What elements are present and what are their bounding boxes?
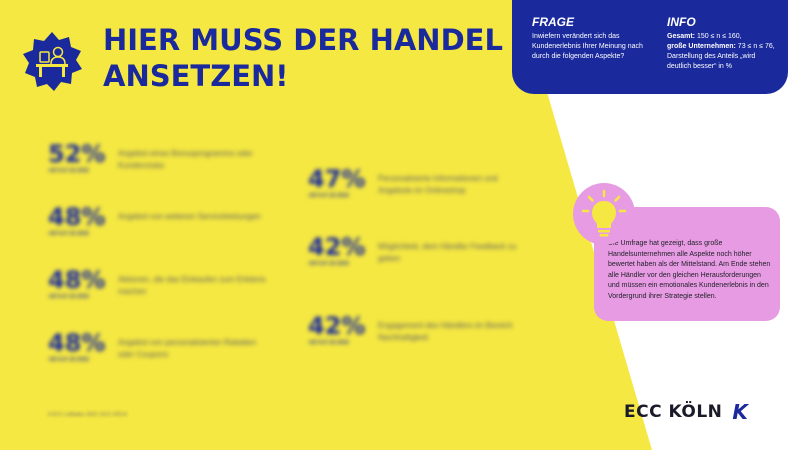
footnote: 6 ECC Leitfaden 2022 | ECC KÖLN [48,412,127,418]
title-line-2: ANSETZEN! [103,59,289,93]
frage-label: FRAGE [532,15,574,29]
frage-column: FRAGE Inwiefern verändert sich das Kunde… [532,14,650,62]
brand-k-mark: K [732,400,748,424]
stat-desc: Personalisierte Informationen und Angebo… [378,174,498,195]
stat-value: 48% [48,266,106,294]
stat-desc: Angebot eines Bonusprogramms oder Kunden… [118,149,253,170]
stat-sub: +00 %-P. ZU 2019 [308,193,349,199]
stat-sub: +00 %-P. ZU 2019 [48,357,89,363]
gross-label: große Unternehmen: [667,43,736,50]
stat-sub: +00 %-P. ZU 2019 [48,168,89,174]
stat-desc: Angebot von weiteren Serviceleistungen [118,212,261,221]
stat-desc: Engagement des Händlers im Bereich Nachh… [378,321,513,342]
stat-value: 48% [48,329,106,357]
info-label: INFO [667,15,696,29]
stat-value: 52% [48,140,106,168]
stat-value: 48% [48,203,106,231]
stat-value: 42% [308,312,366,340]
info-column: INFO Gesamt: 150 ≤ n ≤ 160, große Untern… [667,14,779,72]
info-note: Darstellung des Anteils „wird deutlich b… [667,53,756,70]
title-line-1: HIER MUSS DER HANDEL [103,23,503,57]
page-title: HIER MUSS DER HANDEL ANSETZEN! [103,22,503,94]
stat-sub: +00 %-P. ZU 2019 [308,340,349,346]
shopkeeper-icon [20,30,84,94]
gesamt-value: 150 ≤ n ≤ 160, [696,33,742,40]
stat-sub: +00 %-P. ZU 2019 [48,294,89,300]
frage-text: Inwiefern verändert sich das Kundenerleb… [532,33,643,60]
stat-desc: Angebot von personalisierten Rabatten od… [118,338,257,359]
lightbulb-icon [573,183,635,245]
brand-name: ECC KÖLN [624,402,723,422]
stat-sub: +00 %-P. ZU 2019 [308,261,349,267]
info-gross: große Unternehmen: 73 ≤ n ≤ 76, [667,42,779,52]
gesamt-label: Gesamt: [667,33,696,40]
brand-logo: ECC KÖLN K [624,400,748,424]
summary-note-text: Die Umfrage hat gezeigt, dass große Hand… [608,240,771,300]
stat-value: 42% [308,233,366,261]
stat-desc: Möglichkeit, dem Händler Feedback zu geb… [378,242,517,263]
gross-value: 73 ≤ n ≤ 76, [737,43,775,50]
question-info-panel: FRAGE Inwiefern verändert sich das Kunde… [512,0,788,94]
stat-sub: +00 %-P. ZU 2019 [48,231,89,237]
stat-desc: Aktionen, die das Einkaufen zum Erlebnis… [118,275,266,296]
info-gesamt: Gesamt: 150 ≤ n ≤ 160, [667,32,779,42]
stat-value: 47% [308,165,366,193]
